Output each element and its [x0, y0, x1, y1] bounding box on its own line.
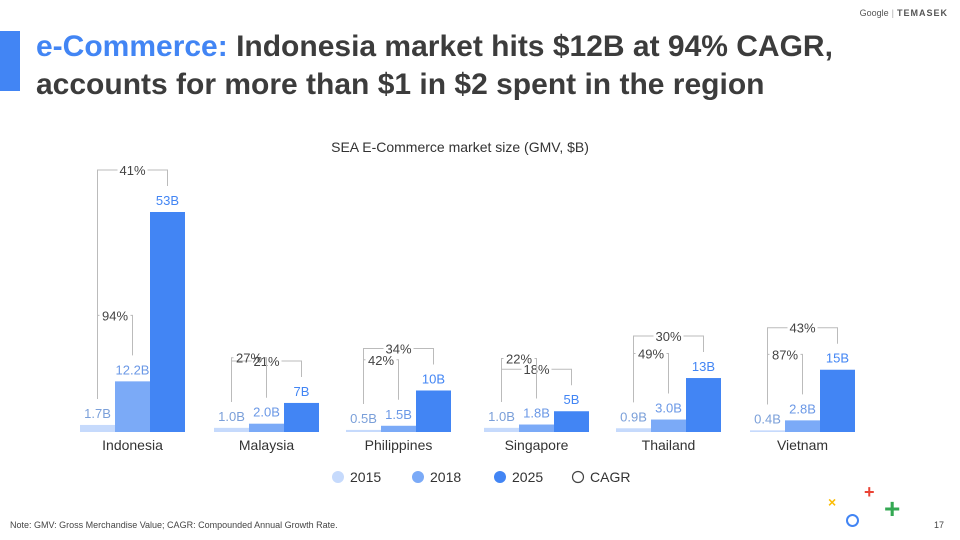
bar: [381, 425, 416, 432]
bar-label: 1.7B: [84, 406, 111, 421]
bar: [80, 424, 115, 432]
red-plus-icon: +: [864, 482, 875, 502]
bar-label: 1.0B: [488, 409, 515, 424]
cagr-label-2018: 22%: [506, 352, 532, 367]
bar: [820, 369, 855, 432]
legend-marker: [571, 470, 585, 484]
cagr-bracket-line: [501, 358, 504, 402]
bar-label: 12.2B: [116, 362, 150, 377]
cagr-label-2018: 87%: [772, 347, 798, 362]
cagr-bracket-line: [97, 314, 100, 399]
cagr-label-2025: 30%: [655, 329, 681, 344]
bar-label: 15B: [826, 351, 849, 366]
title-highlight: e-Commerce:: [36, 30, 228, 63]
ecommerce-bar-chart: SEA E-Commerce market size (GMV, $B) 1.7B…: [80, 139, 855, 485]
cagr-label-2018: 42%: [368, 353, 394, 368]
cagr-bracket-line: [231, 360, 252, 402]
bar: [785, 420, 820, 432]
cagr-bracket-line: [264, 357, 267, 398]
bar-label: 2.0B: [253, 405, 280, 420]
brand-logo: Google | TEMASEK: [859, 8, 948, 18]
bar-label: 1.0B: [218, 409, 245, 424]
bar-label: 0.9B: [620, 409, 647, 424]
bar: [284, 402, 319, 432]
title-text: Indonesia market hits $12B at 94% CAGR, …: [36, 30, 833, 101]
bar: [686, 378, 721, 432]
cagr-bracket-line: [130, 314, 133, 356]
legend-marker: [412, 471, 424, 483]
category-label: Singapore: [505, 437, 569, 453]
cagr-bracket-line: [231, 357, 234, 402]
category-label: Vietnam: [777, 437, 828, 453]
cagr-bracket-line: [800, 353, 803, 395]
cagr-bracket-line: [501, 368, 522, 402]
category-label: Malaysia: [239, 437, 294, 453]
bar-label: 53B: [156, 193, 179, 208]
legend-label: 2025: [512, 469, 543, 485]
brand-google: Google: [859, 8, 889, 18]
category-label: Thailand: [642, 437, 696, 453]
bar-label: 1.5B: [385, 407, 412, 422]
brand-temasek: TEMASEK: [896, 8, 948, 18]
bar-label: 0.5B: [350, 411, 377, 426]
bar-label: 13B: [692, 359, 715, 374]
legend-label: CAGR: [590, 469, 630, 485]
cagr-label-2025: 41%: [119, 163, 145, 178]
chart-title: SEA E-Commerce market size (GMV, $B): [331, 139, 589, 155]
cagr-label-2018: 49%: [638, 347, 664, 362]
cagr-bracket-line: [363, 359, 366, 404]
legend-marker: [332, 471, 344, 483]
yellow-x-icon: ×: [828, 494, 837, 510]
bar: [214, 427, 249, 432]
cagr-label-2018: 27%: [236, 351, 262, 366]
cagr-bracket-line: [666, 353, 669, 394]
cagr-label-2018: 94%: [102, 308, 128, 323]
bar-label: 7B: [294, 384, 310, 399]
bar: [484, 427, 519, 432]
page-title: e-Commerce: Indonesia market hits $12B a…: [36, 28, 936, 104]
bar: [554, 411, 589, 432]
cagr-bracket-line: [767, 327, 788, 405]
bar-label: 2.8B: [789, 401, 816, 416]
page-number: 17: [933, 520, 944, 530]
cagr-label-2025: 43%: [789, 321, 815, 336]
legend-label: 2018: [430, 469, 461, 485]
cagr-bracket-line: [817, 327, 838, 344]
footnote: Note: GMV: Gross Merchandise Value; CAGR…: [10, 520, 338, 530]
cagr-bracket-line: [683, 335, 704, 353]
cagr-bracket-line: [767, 353, 770, 405]
cagr-bracket-line: [413, 347, 434, 365]
bar-label: 3.0B: [655, 401, 682, 416]
bar-label: 10B: [422, 371, 445, 386]
bar: [750, 430, 785, 432]
cagr-bracket-line: [147, 169, 168, 186]
cagr-bracket-line: [281, 360, 302, 377]
green-plus-icon: +: [884, 493, 901, 524]
bar: [115, 381, 150, 432]
bar: [416, 390, 451, 432]
bar: [651, 419, 686, 432]
bar: [249, 423, 284, 432]
bar-label: 5B: [564, 392, 580, 407]
bar-label: 0.4B: [754, 411, 781, 426]
bar: [150, 212, 185, 432]
legend-label: 2015: [350, 469, 381, 485]
blue-circle-icon: [846, 514, 859, 527]
legend-marker: [494, 471, 506, 483]
cagr-bracket-line: [534, 358, 537, 399]
bar-label: 1.8B: [523, 406, 550, 421]
cagr-bracket-line: [396, 359, 399, 400]
category-label: Philippines: [365, 437, 433, 453]
accent-bar: [0, 31, 20, 91]
bar: [616, 428, 651, 432]
cagr-bracket-line: [97, 169, 118, 399]
bar: [346, 429, 381, 432]
bar: [519, 424, 554, 432]
category-label: Indonesia: [102, 437, 163, 453]
cagr-label-2025: 34%: [385, 341, 411, 356]
cagr-bracket-line: [551, 368, 572, 386]
cagr-bracket-line: [633, 353, 636, 403]
